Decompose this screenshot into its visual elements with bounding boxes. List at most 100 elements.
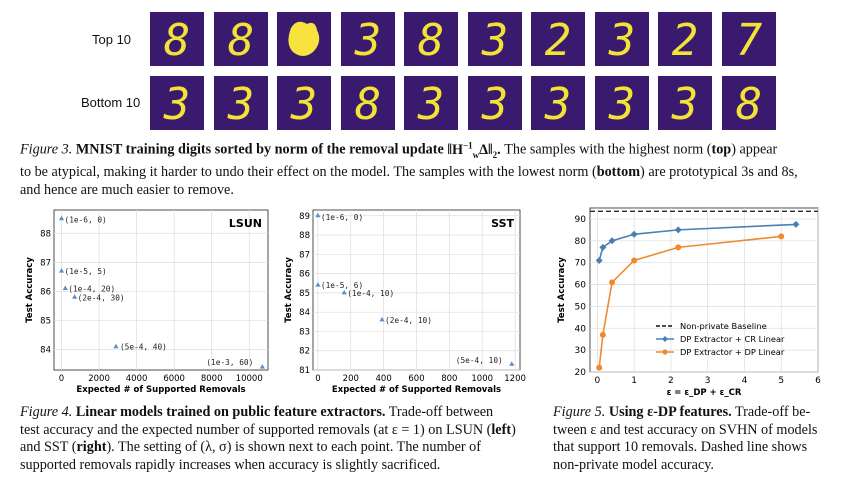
lsun-scatter-plot: 0 2000 4000 6000 8000 10000 84 85 86 87 88 LSUN Expe… — [25, 209, 269, 395]
y-axis-label: Test Accuracy — [25, 257, 35, 323]
y-tick-label: 20 — [575, 368, 587, 378]
bottom-digit-glyph: 3 — [544, 79, 572, 130]
y-tick-label: 85 — [40, 317, 51, 327]
bottom-digit-glyph: 3 — [607, 79, 635, 130]
bottom-digit-glyph: 3 — [163, 79, 191, 130]
y-tick-label: 84 — [40, 346, 51, 356]
bottom-digit-9: 3 — [658, 76, 712, 130]
data-point — [315, 282, 321, 287]
point-label: (1e-5, 5) — [65, 267, 107, 276]
x-axis-label: Expected # of Supported Removals — [332, 385, 501, 395]
bottom-digit-4: 8 — [340, 76, 395, 130]
y-tick-label: 87 — [299, 250, 310, 260]
y-tick-label: 70 — [575, 259, 587, 269]
bottom-digit-glyph: 3 — [226, 79, 254, 130]
legend-entry: DP Extractor + CR Linear — [680, 334, 785, 344]
y-tick-label: 30 — [575, 346, 587, 356]
fig3-title: MNIST training digits sorted by norm of … — [75, 141, 444, 158]
x-tick-label: 1000 — [471, 374, 493, 384]
top-digit-glyph: 8 — [227, 15, 254, 66]
bottom-digit-glyph: 3 — [671, 79, 699, 130]
data-point — [113, 343, 119, 349]
x-tick-label: 6000 — [163, 374, 185, 384]
bottom-digit-3: 3 — [277, 76, 331, 130]
y-axis-label: Test Accuracy — [557, 257, 567, 323]
y-tick-label: 80 — [575, 237, 587, 247]
series-2-point — [596, 364, 603, 371]
data-point — [341, 289, 347, 295]
top-digit-glyph: 2 — [672, 15, 699, 66]
y-tick-label: 86 — [40, 287, 51, 297]
x-tick-label: 200 — [343, 374, 359, 384]
bottom-digit-10: 8 — [721, 76, 776, 130]
point-label: (1e-6, 0) — [65, 216, 107, 225]
figure4-caption: Figure 4. Linear models trained on publi… — [20, 404, 516, 473]
x-tick-label: 1200 — [504, 374, 526, 384]
bottom-digit-8: 3 — [594, 76, 649, 130]
point-label: (5e-4, 40) — [120, 343, 167, 352]
top-digit-glyph: 8 — [418, 15, 445, 66]
point-label: (1e-3, 60) — [206, 358, 253, 367]
series-1-point — [599, 243, 607, 251]
top-digit-2: 8 — [213, 12, 268, 66]
figure5-caption: Figure 5. Using ε-DP features. Trade-off… — [553, 404, 818, 473]
x-tick-label: 0 — [59, 374, 64, 384]
top-digit-5: 8 — [404, 12, 458, 66]
data-point — [509, 361, 515, 366]
x-tick-label: 1 — [631, 376, 637, 386]
y-tick-label: 90 — [575, 215, 587, 225]
point-label: (2e-4, 10) — [385, 316, 432, 325]
y-tick-label: 83 — [299, 327, 310, 337]
point-label: (1e-6, 0) — [321, 213, 363, 222]
y-axis-label: Test Accuracy — [284, 257, 294, 323]
y-tick-label: 81 — [299, 366, 310, 376]
fig3-prefix: Figure 3. — [20, 141, 73, 158]
bottom-digit-1: 3 — [150, 76, 204, 130]
plot-title: LSUN — [229, 217, 262, 230]
bottom-digit-glyph: 8 — [735, 79, 762, 130]
bottom-row-label: Bottom 10 — [81, 95, 141, 110]
series-1-point — [630, 230, 638, 238]
x-tick-label: 10000 — [236, 374, 263, 384]
x-axis-label: ε = ε_DP + ε_CR — [667, 388, 742, 398]
y-tick-label: 85 — [299, 289, 310, 299]
y-tick-label: 60 — [575, 281, 587, 291]
top-digit-3 — [277, 12, 331, 66]
data-point — [259, 364, 265, 369]
series-2-point — [609, 279, 616, 286]
data-point — [72, 294, 78, 299]
top-digit-glyph: 3 — [353, 15, 381, 66]
top-digit-7: 2 — [531, 12, 585, 66]
y-tick-label: 89 — [299, 212, 310, 222]
top-digit-4: 3 — [340, 12, 395, 66]
figure3-caption: Figure 3. MNIST training digits sorted b… — [20, 140, 798, 198]
series-1-point — [674, 226, 682, 234]
point-label: (1e-4, 10) — [347, 289, 394, 298]
series-1-point — [792, 220, 800, 228]
top-digit-8: 3 — [594, 12, 649, 66]
sst-scatter-plot: 0 200 400 600 800 1000 1200 81 82 83 84 85 86 87 88 89 S… — [284, 209, 526, 395]
x-axis-label: Expected # of Supported Removals — [76, 385, 245, 395]
series-line-2 — [598, 235, 782, 368]
y-tick-label: 87 — [40, 258, 51, 268]
x-tick-label: 0 — [315, 374, 320, 384]
point-label: (1e-5, 6) — [321, 281, 363, 290]
x-tick-label: 4000 — [126, 374, 148, 384]
bottom-digit-5: 3 — [404, 76, 458, 130]
top-digit-glyph: 2 — [545, 15, 572, 66]
top-digit-10: 7 — [721, 12, 776, 66]
x-tick-label: 5 — [778, 376, 784, 386]
bottom-digit-glyph: 3 — [417, 79, 445, 130]
series-2-point — [675, 244, 682, 251]
top-digit-glyph: 8 — [164, 15, 191, 66]
y-tick-label: 88 — [299, 231, 310, 241]
y-tick-label: 82 — [299, 347, 310, 357]
y-tick-label: 50 — [575, 302, 587, 312]
x-tick-label: 2 — [668, 376, 674, 386]
data-point — [58, 215, 65, 221]
x-tick-label: 3 — [705, 376, 711, 386]
bottom-digit-6: 3 — [467, 76, 522, 130]
bottom-digit-glyph: 3 — [290, 79, 318, 130]
y-tick-label: 88 — [40, 229, 51, 239]
data-point — [379, 316, 385, 322]
